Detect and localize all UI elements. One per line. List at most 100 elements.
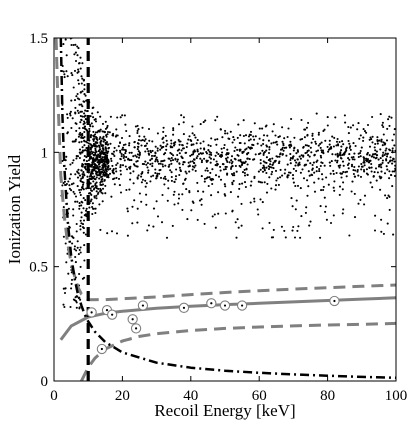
event-point	[336, 137, 339, 141]
event-point	[261, 149, 264, 152]
event-point	[96, 171, 99, 174]
event-point	[365, 168, 368, 171]
event-point	[210, 137, 213, 140]
event-point	[126, 207, 129, 210]
event-point	[208, 153, 211, 156]
event-point	[257, 170, 260, 173]
event-point	[186, 142, 189, 145]
event-point	[136, 207, 139, 210]
event-point	[343, 114, 346, 117]
event-point	[126, 210, 129, 213]
event-point	[365, 157, 368, 160]
event-point	[319, 154, 322, 157]
event-point	[74, 195, 78, 198]
event-point	[213, 213, 216, 216]
event-point	[376, 136, 379, 139]
event-point	[214, 154, 217, 157]
event-point	[79, 133, 82, 137]
event-point	[80, 188, 83, 191]
event-point	[211, 168, 214, 171]
event-point	[165, 139, 168, 142]
event-point	[63, 76, 66, 79]
event-point	[103, 131, 106, 134]
event-point	[74, 59, 78, 63]
event-point	[86, 175, 89, 178]
event-point	[338, 166, 341, 169]
event-point	[271, 163, 274, 166]
event-point	[101, 200, 104, 203]
event-point	[157, 162, 160, 165]
event-point	[203, 222, 206, 225]
event-point	[388, 177, 391, 180]
event-point	[92, 156, 95, 160]
event-point	[272, 141, 275, 144]
event-point	[156, 172, 159, 175]
event-point	[324, 205, 327, 208]
event-point	[281, 126, 284, 129]
event-point	[105, 151, 108, 154]
event-point	[92, 180, 95, 183]
event-point	[381, 124, 384, 127]
event-point	[276, 177, 279, 180]
event-point	[107, 147, 110, 150]
event-point	[210, 153, 213, 156]
event-point	[342, 181, 345, 184]
event-point	[76, 246, 79, 249]
event-point	[149, 163, 152, 166]
event-point	[327, 148, 330, 151]
event-point	[388, 124, 391, 127]
event-point	[133, 199, 136, 202]
event-point	[172, 133, 175, 136]
event-point	[104, 174, 108, 177]
event-point	[156, 160, 159, 163]
curves	[54, 38, 396, 381]
event-point	[217, 191, 220, 194]
event-point	[89, 165, 92, 168]
event-point	[313, 153, 316, 156]
event-point	[163, 159, 166, 162]
event-point	[70, 235, 74, 238]
event-point	[282, 149, 285, 152]
event-point	[193, 134, 196, 137]
event-point	[223, 183, 226, 186]
event-point	[214, 138, 217, 141]
event-point	[129, 178, 132, 181]
event-point	[62, 34, 64, 36]
event-point	[70, 99, 73, 102]
event-point	[120, 136, 124, 140]
event-point	[243, 168, 246, 171]
event-point	[269, 160, 272, 163]
event-point	[393, 174, 396, 178]
event-point	[100, 183, 103, 187]
event-point	[98, 148, 101, 151]
candidate-event	[106, 309, 118, 320]
event-point	[347, 132, 350, 135]
event-point	[362, 158, 366, 162]
event-point	[312, 137, 315, 141]
event-point	[334, 159, 337, 162]
event-point	[382, 125, 385, 129]
event-point	[108, 131, 111, 134]
event-point	[281, 153, 284, 156]
event-point	[268, 176, 271, 179]
event-point	[153, 154, 156, 158]
event-point	[234, 164, 237, 168]
event-point	[129, 172, 132, 175]
event-point	[219, 169, 222, 172]
event-point	[95, 194, 98, 197]
event-point	[209, 157, 213, 160]
event-point	[319, 236, 322, 239]
event-point	[348, 153, 351, 156]
event-point	[363, 161, 366, 164]
event-point	[89, 173, 92, 176]
candidate-event	[96, 343, 108, 355]
event-point	[162, 130, 165, 133]
event-point	[365, 131, 368, 134]
event-point	[261, 127, 264, 130]
event-point	[221, 136, 224, 139]
event-point	[274, 141, 277, 144]
event-point	[121, 164, 125, 167]
event-point	[196, 155, 199, 158]
event-point	[95, 156, 98, 160]
event-point	[115, 232, 119, 235]
